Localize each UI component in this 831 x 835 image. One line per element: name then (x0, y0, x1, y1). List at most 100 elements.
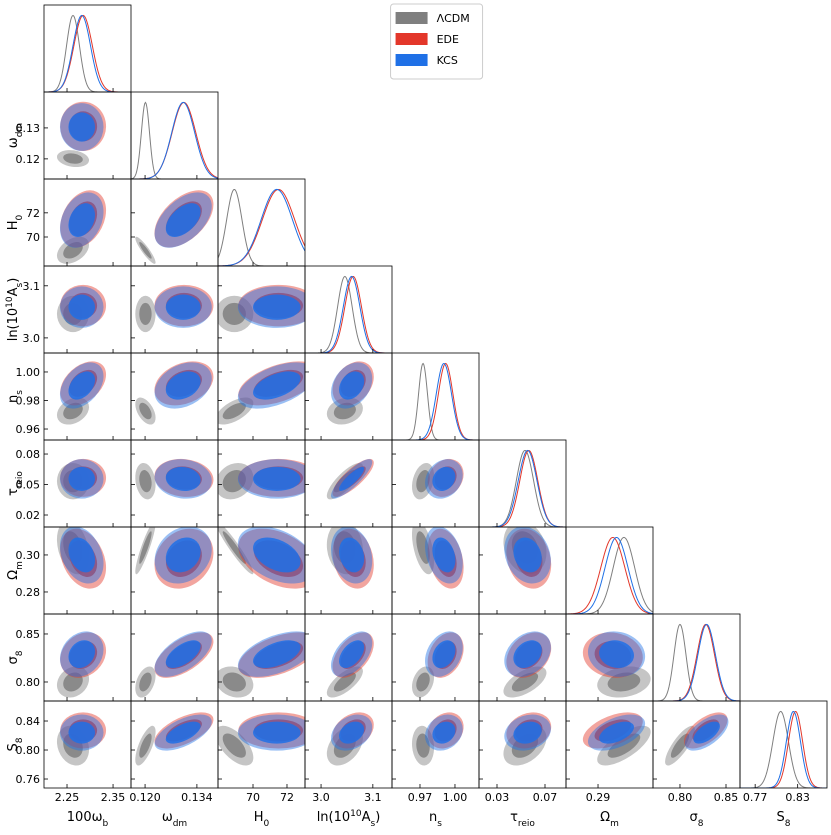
contour-68 (222, 402, 246, 420)
contour-68 (513, 640, 542, 669)
label-part: 0 (264, 819, 270, 829)
legend-label: KCS (437, 54, 458, 67)
x-tick-label: 0.80 (668, 791, 693, 804)
x-tick-label: 0.85 (714, 791, 739, 804)
label-part: Ω (6, 570, 21, 580)
axis-label: ln(1010As) (317, 809, 381, 829)
axis-label: τreio (6, 471, 25, 496)
contour-68 (253, 640, 301, 669)
label-part: ln(10 (6, 308, 21, 341)
label-part: reio (518, 819, 536, 829)
panel (218, 527, 305, 589)
y-tick-label: 0.13 (16, 122, 41, 135)
panel (135, 527, 214, 589)
panel (135, 284, 214, 333)
contour-68 (253, 537, 301, 573)
panel (740, 710, 827, 788)
label-part: ω (162, 810, 173, 825)
y-tick-label: 1.00 (16, 366, 41, 379)
contour-68 (139, 672, 152, 692)
label-part: m (15, 561, 25, 570)
x-tick-label: 1.00 (443, 791, 468, 804)
contour-68 (139, 302, 152, 326)
contour-68 (416, 733, 430, 758)
panel (56, 527, 107, 589)
label-part: τ (510, 810, 518, 825)
axis-label: H0 (254, 810, 270, 829)
label-part: H (6, 220, 21, 230)
label-part: A (362, 810, 371, 825)
posterior-1d (653, 623, 740, 701)
panel (135, 361, 214, 425)
y-tick-label: 0.96 (16, 423, 41, 436)
y-tick-label: 0.84 (16, 715, 41, 728)
y-tick-label: 3.0 (23, 332, 41, 345)
x-tick-label: 0.29 (586, 791, 611, 804)
contour-68 (68, 112, 96, 142)
y-tick-label: 0.02 (16, 509, 41, 522)
axis-label: Ωm (6, 561, 25, 580)
axis-label: ns (429, 810, 442, 829)
label-part: τ (6, 488, 21, 496)
panel (411, 712, 464, 766)
contour-68 (63, 153, 83, 164)
legend-label: ΛCDM (437, 12, 470, 25)
posterior-1d (740, 710, 827, 788)
axis-label: σ8 (690, 810, 704, 829)
contour-68 (670, 733, 690, 758)
panel (326, 458, 374, 500)
label-part: 10 (350, 809, 362, 819)
y-tick-label: 70 (26, 231, 40, 244)
contour-68 (607, 672, 641, 692)
posterior-1d (392, 362, 479, 440)
y-tick-label: 72 (26, 207, 40, 220)
contour-68 (222, 470, 246, 493)
contour-68 (222, 672, 246, 692)
contour-68 (139, 733, 152, 758)
label-part: 10 (5, 296, 15, 308)
label-part: reio (15, 471, 25, 489)
contour-68 (333, 402, 356, 420)
panel (135, 190, 214, 264)
panel (56, 190, 107, 264)
axis-label: S8 (6, 737, 25, 751)
label-part: H (254, 810, 264, 825)
contour-68 (68, 537, 96, 573)
axis-label: Ωm (600, 810, 619, 829)
label-part: A (6, 287, 21, 296)
contour-68 (339, 371, 365, 400)
posterior-1d (653, 623, 740, 701)
panel-frame (304, 265, 393, 354)
posterior-1d (131, 101, 218, 179)
label-part: ln(10 (317, 810, 350, 825)
label-part: 8 (15, 737, 25, 743)
panel (326, 712, 374, 766)
contour-68 (599, 640, 634, 669)
label-part: b (102, 819, 108, 829)
contour-68 (165, 203, 201, 237)
label-part: ) (6, 278, 21, 283)
x-tick-label: 72 (280, 791, 294, 804)
label-part: S (6, 743, 21, 751)
contour-68 (511, 672, 539, 692)
contour-68 (416, 672, 430, 692)
panel (218, 188, 305, 266)
panel (503, 631, 552, 698)
contour-68 (253, 294, 301, 320)
contour-68 (165, 371, 201, 400)
panel (135, 712, 214, 766)
label-part: 0 (15, 214, 25, 220)
x-tick-label: 0.07 (533, 791, 558, 804)
panel (566, 536, 653, 614)
x-tick-label: 3.0 (312, 791, 330, 804)
posterior-1d (44, 14, 131, 92)
panel (305, 275, 392, 353)
y-tick-label: 0.28 (16, 586, 41, 599)
axis-label: ωdm (162, 810, 187, 829)
panel (392, 362, 479, 440)
x-tick-label: 0.83 (785, 791, 810, 804)
label-part: 8 (698, 819, 704, 829)
contour-68 (222, 302, 246, 326)
panel (582, 631, 651, 698)
